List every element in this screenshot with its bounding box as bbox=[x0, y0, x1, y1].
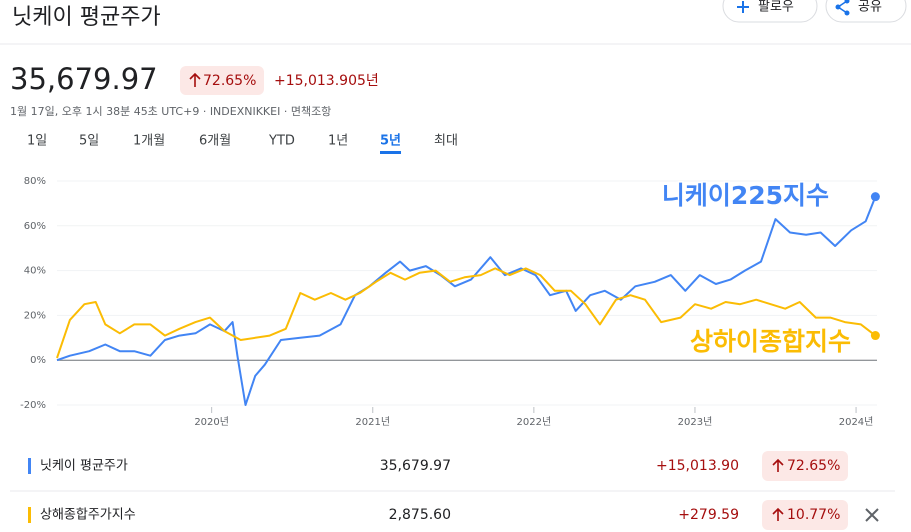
change-pct: 72.65% bbox=[203, 73, 256, 89]
series-end-dot bbox=[870, 192, 880, 202]
row-change-pct: 10.77% bbox=[787, 507, 840, 523]
row-change: +15,013.90 bbox=[656, 458, 739, 474]
row-badge bbox=[762, 500, 848, 530]
row-badge bbox=[762, 451, 848, 481]
remove-button[interactable] bbox=[865, 508, 879, 522]
change-period: 5년 bbox=[357, 73, 379, 89]
share-button[interactable]: 공유 bbox=[825, 0, 907, 23]
x-tick-label: 2022년 bbox=[517, 416, 552, 428]
tab[interactable]: 5년 bbox=[380, 134, 401, 149]
tab[interactable]: 1개월 bbox=[133, 134, 165, 149]
row-price: 2,875.60 bbox=[389, 507, 451, 523]
series-end-dot bbox=[870, 331, 880, 341]
series-line bbox=[56, 196, 877, 406]
series-line bbox=[56, 267, 877, 359]
series-annotation: 상하이종합지수 bbox=[690, 327, 851, 356]
row-badge-arrow bbox=[772, 507, 784, 521]
y-tick-label: 80% bbox=[24, 176, 46, 187]
x-tick-label: 2023년 bbox=[678, 416, 713, 428]
tab[interactable]: 5일 bbox=[79, 134, 99, 149]
y-tick-label: 40% bbox=[24, 266, 46, 277]
tabs: 1일 5일 1개월 6개월 YTD 1년 5년 최대 bbox=[27, 134, 458, 154]
x-tick-label: 2020년 bbox=[194, 416, 229, 428]
comparison-table: 닛케이 평균주가 35,679.97 +15,013.90 72.65% 상해종합주가지… bbox=[10, 451, 895, 530]
change-abs: +15,013.90 bbox=[274, 73, 357, 89]
y-tick-label: -20% bbox=[20, 400, 46, 411]
row-color-marker bbox=[28, 458, 31, 474]
y-tick-label: 60% bbox=[24, 221, 46, 232]
tab[interactable]: 6개월 bbox=[199, 134, 231, 149]
tab[interactable]: 최대 bbox=[434, 134, 458, 149]
chart: -20% 0% 20% 40% 60% 80% 2020년 2021년 2022년 2023년 20… bbox=[20, 176, 880, 428]
row-color-marker bbox=[28, 507, 31, 523]
tab[interactable]: YTD bbox=[268, 134, 295, 149]
tab-indicator bbox=[380, 151, 402, 154]
follow-button[interactable]: 팔로우 bbox=[722, 0, 818, 23]
row-change-pct: 72.65% bbox=[787, 458, 840, 474]
row-name: 닛케이 평균주가 bbox=[40, 459, 128, 474]
row-name: 상해종합주가지수 bbox=[40, 508, 136, 523]
series-annotation: 니케이225지수 bbox=[662, 181, 829, 210]
tab[interactable]: 1일 bbox=[27, 134, 47, 149]
timestamp: 1월 17일, 오후 1시 38분 45초 UTC+9 · INDEXNIKKE… bbox=[10, 104, 331, 118]
page-title: 닛케이 평균주가 bbox=[12, 5, 161, 30]
tab[interactable]: 1년 bbox=[328, 134, 348, 149]
price: 35,679.97 bbox=[10, 62, 158, 96]
change-badge: 72.65% bbox=[180, 66, 264, 95]
row-change: +279.59 bbox=[678, 507, 739, 523]
row-price: 35,679.97 bbox=[380, 458, 451, 474]
y-tick-label: 20% bbox=[24, 310, 46, 321]
follow-label: 팔로우 bbox=[758, 0, 794, 15]
x-tick-label: 2024년 bbox=[839, 416, 874, 428]
y-tick-label: 0% bbox=[30, 355, 46, 366]
share-label: 공유 bbox=[858, 0, 882, 15]
x-tick-label: 2021년 bbox=[355, 416, 390, 428]
row-badge-arrow bbox=[772, 458, 784, 472]
